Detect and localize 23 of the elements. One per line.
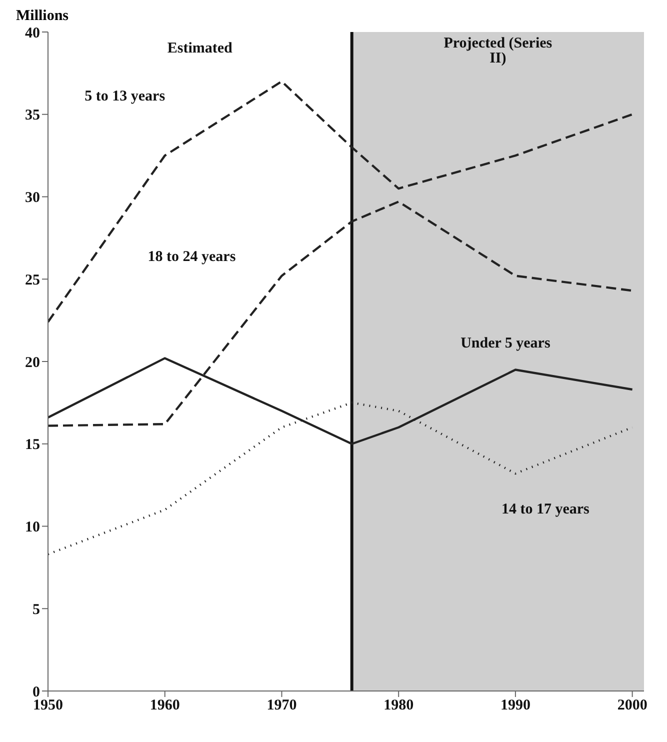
y-tick-label: 0 (32, 684, 40, 700)
y-tick-label: 25 (25, 272, 40, 288)
text: 18 to 24 years (148, 248, 236, 265)
x-tick-label: 1950 (33, 698, 63, 714)
x-tick-label: 1970 (266, 698, 297, 714)
y-tick-label: 35 (25, 108, 40, 124)
x-tick-label: 2000 (617, 698, 648, 714)
band-label: Projected (Series II) (444, 36, 552, 67)
text: 5 to 13 years (84, 88, 166, 105)
x-tick-label: 1990 (500, 698, 530, 714)
x-tick-label: 1960 (150, 698, 180, 714)
y-tick-label: 30 (25, 190, 40, 206)
y-tick-label: 15 (25, 437, 40, 454)
text: 14 to 17 years (502, 502, 590, 518)
y-tick-label: 5 (32, 602, 40, 618)
y-axis-title: Millions (15, 8, 70, 26)
y-tick-label: 40 (25, 25, 40, 42)
x-tick-label: 1980 (384, 698, 414, 714)
series-label: Under 5 years (460, 336, 550, 352)
y-tick-label: 20 (25, 354, 40, 371)
line-series (48, 80, 634, 324)
y-tick-label: 10 (25, 520, 40, 536)
annotation: Estimated (167, 40, 234, 57)
